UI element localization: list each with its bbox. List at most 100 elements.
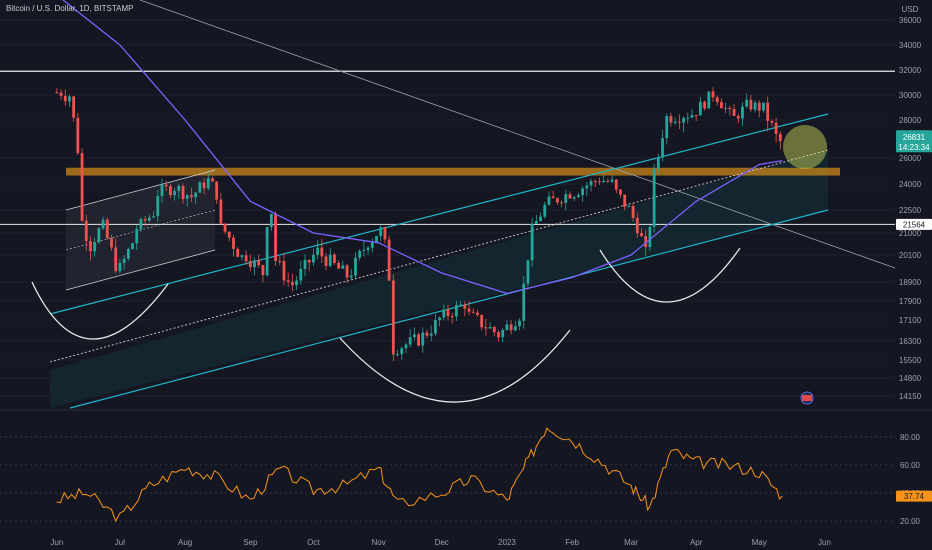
candle-body — [568, 194, 572, 199]
candle-body — [539, 216, 542, 222]
candle-body — [703, 101, 707, 109]
candle-body — [139, 219, 143, 230]
candle-body — [476, 312, 479, 315]
y-tick-label: 24000 — [899, 180, 922, 189]
candle-body — [560, 202, 563, 204]
candle-body — [446, 309, 450, 316]
candle-body — [480, 314, 484, 328]
candle-body — [598, 181, 601, 183]
y-tick-label: 18900 — [899, 278, 922, 287]
candle-body — [97, 228, 101, 243]
candle-body — [753, 102, 757, 110]
candle-body — [299, 268, 303, 281]
candle-body — [770, 120, 774, 123]
candle-body — [118, 262, 122, 272]
candle-body — [640, 233, 643, 237]
candle-body — [555, 198, 559, 203]
candle-body — [202, 182, 206, 189]
x-tick-label: Jun — [818, 538, 831, 547]
candle-body — [312, 254, 315, 263]
candle-body — [194, 192, 198, 198]
candle-body — [295, 280, 298, 286]
candle-body — [404, 344, 408, 349]
candle-body — [589, 180, 593, 186]
rsi-value-tag: 37.74 — [904, 492, 925, 501]
candle-body — [72, 96, 76, 118]
candle-body — [463, 304, 467, 309]
candle-body — [396, 354, 399, 356]
candle-body — [690, 115, 694, 118]
candle-body — [467, 308, 471, 312]
candle-body — [400, 348, 404, 355]
candle-body — [379, 227, 383, 237]
candle-body — [248, 261, 252, 268]
candle-body — [160, 184, 164, 197]
rsi-tick-label: 60.00 — [900, 461, 921, 470]
candle-body — [762, 102, 765, 111]
y-tick-label: 22500 — [899, 206, 922, 215]
countdown-tag: 14:23:34 — [898, 143, 930, 152]
channel-upper-line — [49, 113, 829, 315]
x-tick-label: 2023 — [498, 538, 516, 547]
candle-body — [715, 97, 719, 103]
candle-body — [724, 107, 728, 109]
y-tick-label: 21000 — [899, 229, 922, 238]
candle-body — [513, 326, 517, 331]
x-tick-label: Sep — [243, 538, 258, 547]
candle-body — [152, 216, 155, 218]
y-tick-label: 17100 — [899, 316, 922, 325]
candle-body — [265, 227, 269, 276]
candle-body — [564, 194, 568, 203]
candle-body — [219, 199, 223, 224]
y-tick-label: 17900 — [899, 297, 922, 306]
candle-body — [328, 254, 332, 266]
candle-body — [593, 180, 597, 182]
candle-body — [156, 196, 160, 217]
candle-body — [429, 333, 433, 336]
candle-body — [505, 324, 509, 330]
candle-body — [185, 195, 189, 199]
candle-body — [648, 226, 652, 247]
candle-body — [707, 91, 711, 109]
candle-body — [236, 248, 240, 257]
y-tick-label: 30000 — [899, 91, 922, 100]
candle-body — [143, 219, 147, 221]
channel-lower-line — [69, 209, 829, 409]
candle-body — [261, 265, 265, 276]
candle-body — [89, 241, 92, 252]
candle-body — [669, 116, 673, 123]
candle-body — [530, 223, 534, 261]
current-price-tag-bg — [896, 130, 932, 153]
candle-body — [122, 258, 126, 263]
candle-body — [736, 115, 740, 119]
candle-body — [631, 205, 635, 218]
candle-body — [778, 134, 782, 142]
rounded-bottom-arc-1 — [31, 281, 169, 340]
y-tick-label: 28000 — [899, 116, 922, 125]
candle-body — [694, 115, 698, 117]
candle-body — [614, 179, 618, 190]
candle-body — [101, 219, 105, 229]
candle-body — [492, 327, 496, 333]
candle-body — [164, 184, 168, 187]
candle-body — [774, 122, 778, 135]
candle-body — [333, 254, 336, 263]
y-axis-unit: USD — [902, 5, 919, 14]
candle-body — [391, 280, 395, 355]
candle-body — [686, 117, 690, 119]
resistance-zone — [66, 167, 840, 176]
candle-body — [290, 282, 294, 286]
y-tick-label: 15500 — [899, 356, 922, 365]
candle-body — [93, 242, 97, 252]
candle-body — [354, 257, 357, 276]
candle-body — [644, 236, 648, 247]
support-price-tag: 21564 — [903, 220, 926, 229]
y-tick-label: 16300 — [899, 337, 922, 346]
candle-body — [84, 220, 88, 242]
candle-body — [181, 185, 185, 199]
candle-body — [623, 194, 627, 207]
candle-body — [673, 121, 677, 123]
candle-body — [732, 108, 736, 116]
